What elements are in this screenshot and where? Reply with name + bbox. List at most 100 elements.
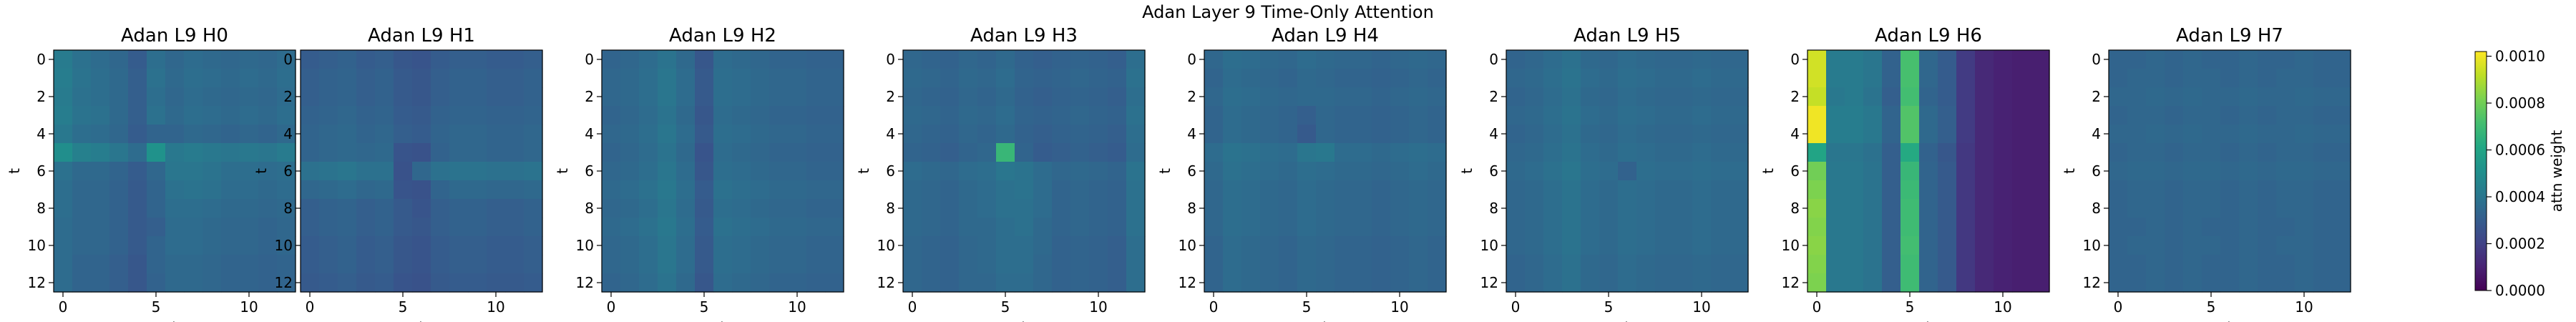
heatmap-cell — [240, 273, 259, 293]
heatmap-cell — [2220, 236, 2240, 255]
heatmap-cell — [1826, 236, 1845, 255]
heatmap-cell — [301, 162, 320, 181]
y-tick-label: 8 — [2092, 200, 2101, 217]
heatmap-cell — [1599, 106, 1619, 125]
heatmap-cell — [431, 87, 450, 107]
heatmap-cell — [658, 50, 677, 69]
heatmap-cell — [1108, 255, 1127, 274]
heatmap-cell — [2313, 87, 2333, 107]
heatmap-cell — [221, 125, 240, 144]
heatmap-cell — [2295, 162, 2314, 181]
y-tick-label: 8 — [1187, 200, 1196, 217]
heatmap-cell — [1636, 218, 1656, 237]
heatmap-cell — [751, 255, 770, 274]
heatmap-cell — [658, 162, 677, 181]
heatmap-cell — [1052, 273, 1071, 293]
heatmap-cell — [1692, 69, 1712, 88]
heatmap-cell — [1901, 69, 1920, 88]
heatmap-cell — [1204, 162, 1224, 181]
heatmap-cell — [1975, 218, 1994, 237]
heatmap-cell — [1335, 50, 1354, 69]
heatmap-cell — [922, 125, 941, 144]
heatmap-cell — [1863, 255, 1883, 274]
heatmap-cell — [769, 255, 789, 274]
heatmap-cell — [2127, 69, 2147, 88]
heatmap-cell — [412, 106, 431, 125]
heatmap-cell — [1525, 87, 1544, 107]
heatmap-cell — [1052, 125, 1071, 144]
heatmap-cell — [1599, 87, 1619, 107]
heatmap-cell — [806, 218, 826, 237]
heatmap-cell — [505, 218, 525, 237]
heatmap-cell — [1428, 199, 1447, 218]
heatmap-cell — [1711, 255, 1730, 274]
heatmap-cell — [319, 273, 338, 293]
heatmap-cell — [806, 180, 826, 200]
heatmap-cell — [602, 273, 621, 293]
heatmap-cell — [147, 199, 166, 218]
heatmap-cell — [620, 180, 640, 200]
heatmap-cell — [1223, 218, 1242, 237]
heatmap-cell — [2332, 199, 2351, 218]
heatmap-cell — [903, 162, 922, 181]
heatmap-cell — [806, 106, 826, 125]
heatmap-cell — [1015, 162, 1034, 181]
heatmap-cell — [2258, 50, 2277, 69]
heatmap-cell — [1863, 125, 1883, 144]
heatmap-cell — [240, 87, 259, 107]
heatmap-cell — [1655, 69, 1674, 88]
heatmap-cell — [1919, 87, 1938, 107]
y-tick-label: 6 — [585, 162, 594, 180]
heatmap-cell — [1956, 106, 1976, 125]
heatmap-cell — [240, 106, 259, 125]
heatmap-cell — [1390, 180, 1410, 200]
heatmap-cell — [2239, 50, 2258, 69]
heatmap-cell — [431, 69, 450, 88]
heatmap-cell — [1316, 180, 1335, 200]
heatmap-cell — [221, 273, 240, 293]
heatmap-cell — [1372, 180, 1391, 200]
heatmap-cell — [1033, 125, 1053, 144]
heatmap-cell — [1994, 125, 2013, 144]
heatmap-cell — [695, 69, 714, 88]
heatmap-cell — [1015, 255, 1034, 274]
heatmap-cell — [959, 69, 978, 88]
heatmap-cell — [338, 218, 357, 237]
heatmap-cell — [1372, 143, 1391, 162]
heatmap-cell — [1845, 236, 1864, 255]
heatmap-cell — [1863, 106, 1883, 125]
heatmap-cell — [1882, 236, 1901, 255]
heatmap-cell — [1428, 69, 1447, 88]
heatmap-cell — [128, 125, 147, 144]
heatmap-cell — [2313, 50, 2333, 69]
heatmap-cell — [449, 255, 469, 274]
y-tick-label: 4 — [1187, 125, 1196, 142]
heatmap-cell — [639, 180, 658, 200]
heatmap-cell — [1919, 273, 1938, 293]
heatmap-cell — [713, 199, 733, 218]
heatmap-cell — [959, 199, 978, 218]
heatmap-cell — [806, 69, 826, 88]
heatmap-cell — [751, 273, 770, 293]
heatmap-cell — [2012, 143, 2031, 162]
heatmap-cell — [91, 50, 110, 69]
heatmap-cell — [1692, 106, 1712, 125]
heatmap-cell — [658, 143, 677, 162]
heatmap-cell — [54, 236, 73, 255]
heatmap-cell — [996, 125, 1015, 144]
y-tick-label: 12 — [576, 274, 594, 291]
heatmap-cell — [258, 162, 278, 181]
heatmap-cell — [1033, 162, 1053, 181]
heatmap-cell — [1372, 125, 1391, 144]
heatmap-cell — [695, 106, 714, 125]
heatmap-cell — [375, 218, 394, 237]
heatmap-cell — [375, 87, 394, 107]
heatmap-cell — [1618, 199, 1637, 218]
heatmap-cell — [1335, 255, 1354, 274]
heatmap-cell — [639, 106, 658, 125]
heatmap-cell — [1428, 106, 1447, 125]
heatmap-cell — [1729, 106, 1749, 125]
heatmap-cell — [2202, 218, 2221, 237]
heatmap-cell — [1599, 125, 1619, 144]
heatmap-cell — [1089, 69, 1108, 88]
